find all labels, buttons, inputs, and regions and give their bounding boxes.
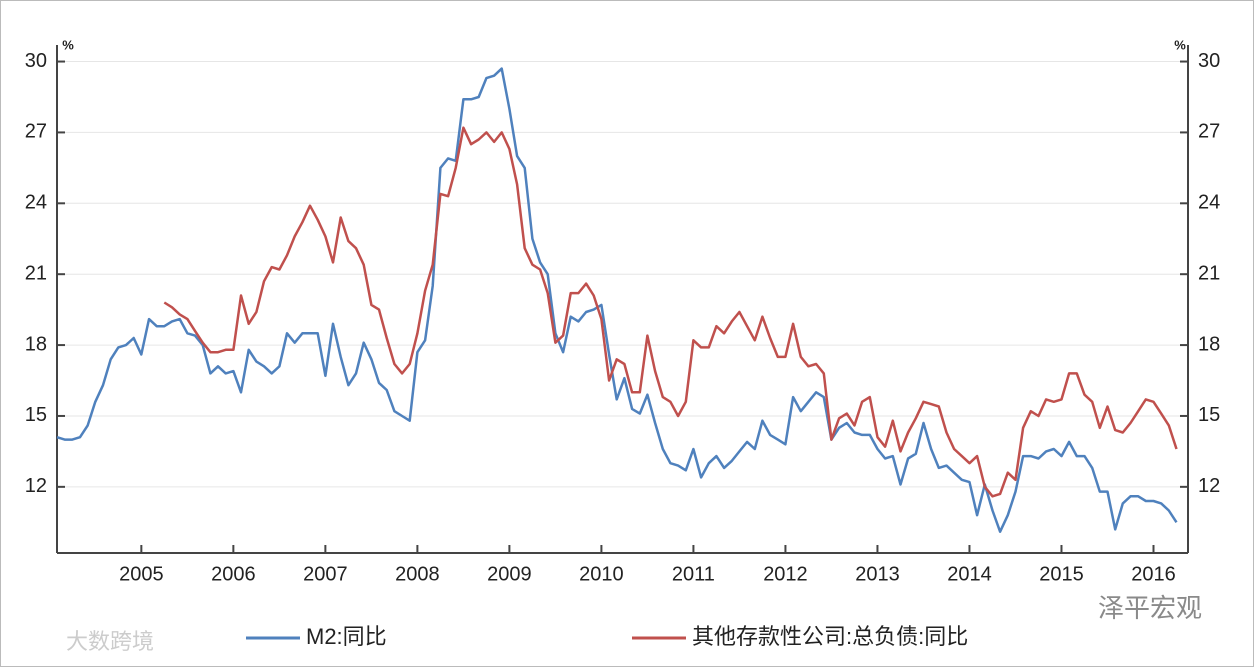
y-tick-label: 30	[25, 50, 47, 72]
x-tick-label: 2016	[1131, 563, 1176, 585]
y2-unit: %	[1174, 37, 1186, 52]
y2-tick-label: 27	[1198, 121, 1220, 143]
y2-tick-label: 12	[1198, 475, 1220, 497]
watermark: 泽平宏观	[1098, 593, 1202, 623]
y-tick-label: 27	[25, 121, 47, 143]
y-tick-label: 15	[25, 404, 47, 426]
y2-tick-label: 15	[1198, 404, 1220, 426]
x-tick-label: 2010	[579, 563, 624, 585]
legend-label: 其他存款性公司:总负债:同比	[692, 624, 968, 649]
x-tick-label: 2008	[395, 563, 440, 585]
x-tick-label: 2014	[947, 563, 992, 585]
x-tick-label: 2007	[303, 563, 348, 585]
y-unit: %	[62, 37, 74, 52]
series-line	[163, 126, 1178, 498]
watermark: 大数跨境	[66, 629, 154, 654]
y2-tick-label: 24	[1198, 192, 1220, 214]
x-tick-label: 2012	[763, 563, 808, 585]
y2-tick-label: 30	[1198, 50, 1220, 72]
y-tick-label: 24	[25, 192, 47, 214]
x-tick-label: 2006	[211, 563, 256, 585]
y-tick-label: 18	[25, 333, 47, 355]
x-tick-label: 2011	[672, 563, 715, 585]
x-tick-label: 2015	[1039, 563, 1084, 585]
legend-label: M2:同比	[306, 624, 387, 649]
x-tick-label: 2009	[487, 563, 532, 585]
y-tick-label: 12	[25, 475, 47, 497]
series-line	[56, 67, 1178, 533]
x-tick-label: 2005	[119, 563, 164, 585]
y2-tick-label: 21	[1198, 262, 1220, 284]
y2-tick-label: 18	[1198, 333, 1220, 355]
x-tick-label: 2013	[855, 563, 900, 585]
y-tick-label: 21	[25, 262, 47, 284]
